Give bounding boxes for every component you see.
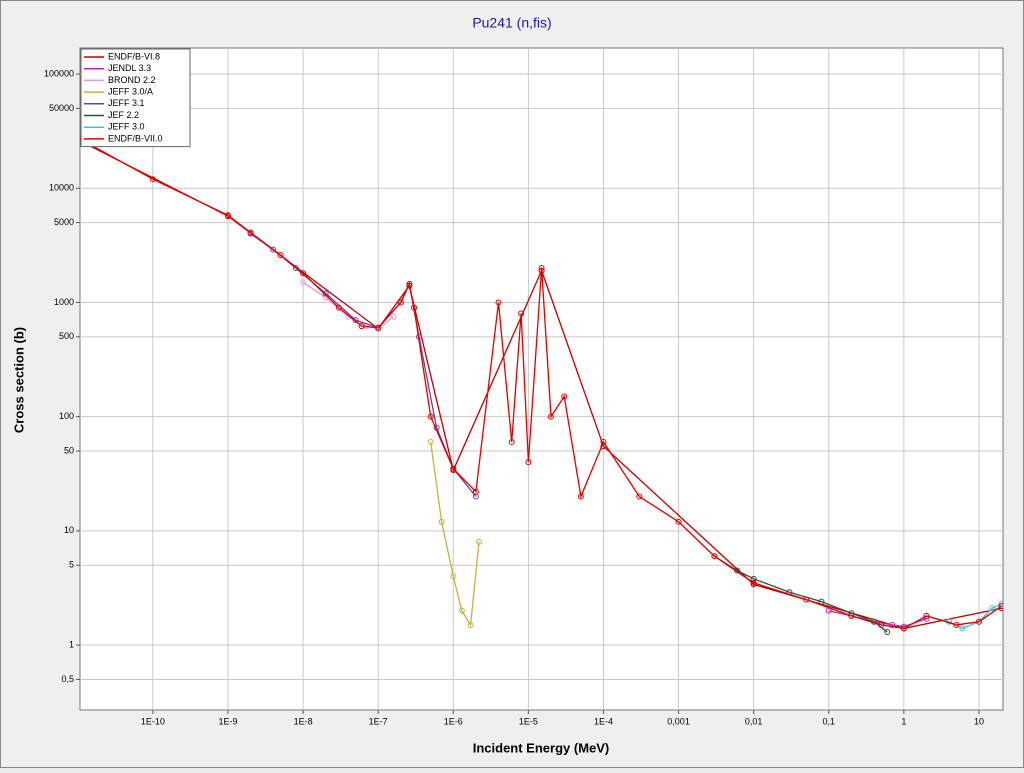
y-axis-label: Cross section (b) [11, 327, 26, 433]
legend-label: JEFF 3.0 [108, 122, 145, 132]
data-point [352, 317, 359, 324]
x-tick-label: 1E-7 [369, 716, 388, 726]
y-tick-label: 100 [59, 411, 74, 421]
series-line [80, 138, 1002, 630]
data-point [750, 579, 757, 586]
data-point [427, 438, 434, 445]
data-point [848, 612, 855, 619]
y-tick-label: 10 [64, 525, 74, 535]
data-point [300, 270, 307, 277]
x-tick-label: 1E-6 [444, 716, 463, 726]
data-point [475, 538, 482, 545]
series-line [430, 441, 480, 627]
data-point [397, 299, 404, 306]
y-tick-label: 5 [69, 560, 74, 570]
data-point [525, 459, 532, 466]
data-point [277, 252, 284, 259]
data-point [450, 573, 457, 580]
data-point [390, 313, 397, 320]
x-tick-label: 1E-9 [218, 716, 237, 726]
y-tick-label: 1 [69, 639, 74, 649]
x-tick-label: 10 [974, 716, 984, 726]
plot-area [79, 47, 1004, 711]
data-point [300, 279, 307, 286]
axes: 1E-10 1E-9 1E-8 1E-7 1E-6 1E-5 1E-4 0,001 0,01 0,… [44, 68, 984, 726]
data-point [998, 602, 1003, 609]
data-point [750, 575, 757, 582]
data-point [561, 393, 568, 400]
data-point [711, 553, 718, 560]
y-tick-label: 500 [59, 331, 74, 341]
x-tick-label: 1E-5 [519, 716, 538, 726]
x-tick-label: 0,01 [745, 716, 763, 726]
data-point [959, 625, 966, 632]
data-point [547, 413, 554, 420]
legend-label: JEF 2.2 [108, 110, 139, 120]
data-point [675, 518, 682, 525]
data-point [438, 518, 445, 525]
data-point [411, 304, 418, 311]
data-point [335, 304, 342, 311]
y-tick-label: 100000 [44, 68, 74, 78]
data-point [577, 493, 584, 500]
data-point [427, 413, 434, 420]
data-point [358, 323, 365, 330]
data-layer [80, 135, 1003, 636]
x-tick-label: 0,001 [667, 716, 690, 726]
data-point [878, 621, 885, 628]
data-point [975, 618, 982, 625]
data-point [518, 310, 525, 317]
legend-label: BROND 2.2 [108, 75, 156, 85]
data-point [538, 265, 545, 272]
data-point [472, 488, 479, 495]
x-tick-label: 0,1 [823, 716, 836, 726]
y-tick-label: 50 [64, 445, 74, 455]
data-point [467, 621, 474, 628]
data-point [923, 612, 930, 619]
data-point [375, 324, 382, 331]
y-tick-label: 0,5 [61, 674, 74, 684]
x-axis-label: Incident Energy (MeV) [473, 740, 610, 755]
data-point [247, 229, 254, 236]
legend-box [80, 48, 191, 148]
legend-label: ENDF/B-VII.0 [108, 133, 163, 143]
data-point [406, 281, 413, 288]
data-point [224, 212, 231, 219]
data-point [292, 265, 299, 272]
chart-title: Pu241 (n,fis) [472, 15, 551, 31]
y-tick-label: 5000 [54, 217, 74, 227]
data-point [508, 438, 515, 445]
y-tick-label: 50000 [49, 103, 74, 113]
series-line [80, 140, 1002, 630]
data-point [636, 493, 643, 500]
x-tick-label: 1E-8 [294, 716, 313, 726]
legend-label: JEFF 3.0/A [108, 86, 153, 96]
x-tick-label: 1 [901, 716, 906, 726]
data-point [803, 596, 810, 603]
data-point [889, 621, 896, 628]
data-point [900, 625, 907, 632]
y-tick-label: 10000 [49, 183, 74, 193]
legend-label: ENDF/B-VI.8 [108, 51, 160, 61]
data-point [884, 629, 891, 636]
data-point [149, 176, 156, 183]
data-point [818, 598, 825, 605]
y-tick-label: 1000 [54, 297, 74, 307]
data-point [495, 299, 502, 306]
data-point [600, 438, 607, 445]
x-tick-label: 1E-10 [141, 716, 165, 726]
grid [80, 48, 1003, 710]
data-point [953, 621, 960, 628]
data-point [989, 605, 996, 612]
legend-label: JENDL 3.3 [108, 63, 151, 73]
legend-label: JEFF 3.1 [108, 98, 145, 108]
data-point [450, 465, 457, 472]
data-point [458, 607, 465, 614]
x-tick-label: 1E-4 [594, 716, 613, 726]
data-point [270, 246, 277, 253]
